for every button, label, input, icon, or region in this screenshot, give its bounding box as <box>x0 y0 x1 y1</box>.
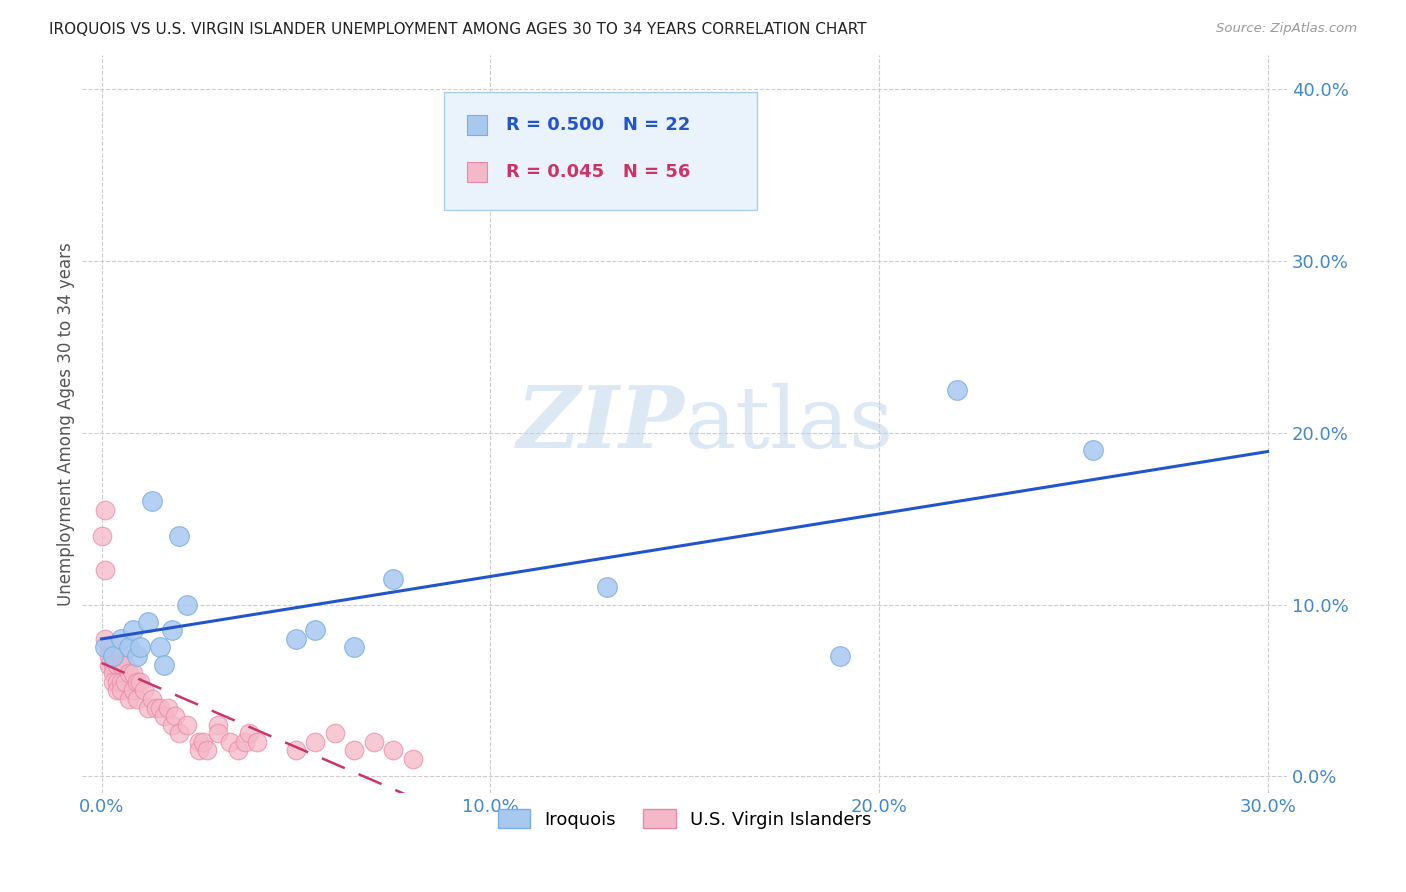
Point <box>129 674 152 689</box>
Point <box>1081 442 1104 457</box>
Point <box>125 692 148 706</box>
Point <box>103 648 125 663</box>
Point <box>129 640 152 655</box>
Point <box>382 572 405 586</box>
Point <box>118 640 141 655</box>
Point <box>136 700 159 714</box>
Point <box>226 743 249 757</box>
Point <box>125 674 148 689</box>
Point <box>382 743 405 757</box>
Legend: Iroquois, U.S. Virgin Islanders: Iroquois, U.S. Virgin Islanders <box>491 802 879 836</box>
Point <box>94 503 117 517</box>
Point <box>94 640 117 655</box>
Text: R = 0.500   N = 22: R = 0.500 N = 22 <box>506 116 690 135</box>
Point <box>149 640 172 655</box>
FancyBboxPatch shape <box>444 92 756 211</box>
Point <box>98 657 121 672</box>
Point <box>207 726 229 740</box>
Point <box>401 752 423 766</box>
Point <box>110 674 132 689</box>
Text: Source: ZipAtlas.com: Source: ZipAtlas.com <box>1216 22 1357 36</box>
Point <box>118 666 141 681</box>
Point <box>134 683 156 698</box>
Point <box>110 657 132 672</box>
Point <box>118 692 141 706</box>
Point <box>238 726 260 740</box>
Y-axis label: Unemployment Among Ages 30 to 34 years: Unemployment Among Ages 30 to 34 years <box>58 243 75 607</box>
Point <box>596 580 619 594</box>
Point <box>105 657 128 672</box>
Point <box>145 700 167 714</box>
Point <box>195 743 218 757</box>
Point <box>160 717 183 731</box>
Point <box>284 632 307 646</box>
Point <box>136 615 159 629</box>
Point <box>235 735 257 749</box>
Point <box>169 726 191 740</box>
Point <box>103 666 125 681</box>
Point <box>246 735 269 749</box>
Point <box>152 657 174 672</box>
Point <box>187 735 209 749</box>
Point <box>114 657 136 672</box>
Text: atlas: atlas <box>685 383 894 466</box>
Point <box>141 692 163 706</box>
Point <box>207 717 229 731</box>
Point <box>830 648 852 663</box>
Point <box>945 383 967 397</box>
Point <box>191 735 214 749</box>
Point <box>141 494 163 508</box>
Point <box>121 624 143 638</box>
Point <box>363 735 385 749</box>
Point <box>125 648 148 663</box>
Point <box>103 640 125 655</box>
Point <box>323 726 346 740</box>
Text: IROQUOIS VS U.S. VIRGIN ISLANDER UNEMPLOYMENT AMONG AGES 30 TO 34 YEARS CORRELAT: IROQUOIS VS U.S. VIRGIN ISLANDER UNEMPLO… <box>49 22 868 37</box>
Point <box>218 735 240 749</box>
Point <box>103 674 125 689</box>
Point <box>156 700 179 714</box>
Point <box>152 709 174 723</box>
Point <box>94 632 117 646</box>
Point <box>169 529 191 543</box>
Point <box>94 563 117 577</box>
Point <box>187 743 209 757</box>
Point <box>98 648 121 663</box>
Point <box>304 735 326 749</box>
Point <box>284 743 307 757</box>
Point <box>304 624 326 638</box>
Point <box>343 743 366 757</box>
Point <box>165 709 187 723</box>
Point <box>90 529 112 543</box>
Point <box>160 624 183 638</box>
Point <box>105 674 128 689</box>
Point <box>343 640 366 655</box>
Text: R = 0.045   N = 56: R = 0.045 N = 56 <box>506 162 690 181</box>
Point <box>121 666 143 681</box>
Point <box>103 657 125 672</box>
Point <box>176 717 198 731</box>
Text: ZIP: ZIP <box>517 383 685 466</box>
Point <box>110 632 132 646</box>
Point <box>110 648 132 663</box>
Point <box>98 640 121 655</box>
Point <box>110 683 132 698</box>
Point <box>121 683 143 698</box>
Point <box>176 598 198 612</box>
Point <box>105 683 128 698</box>
Point <box>149 700 172 714</box>
Point <box>114 674 136 689</box>
